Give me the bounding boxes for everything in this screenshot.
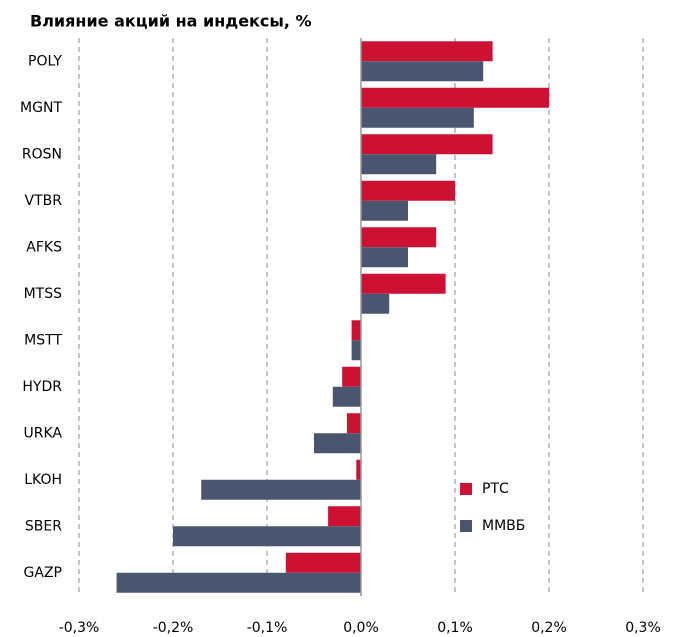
y-tick-label: MGNT	[20, 100, 62, 116]
bar	[361, 227, 437, 248]
y-tick-label: HYDR	[22, 379, 62, 395]
bar	[361, 107, 474, 128]
x-tick-label: 0,2%	[531, 620, 567, 636]
x-tick-label: 0,1%	[437, 620, 473, 636]
bar	[332, 386, 361, 407]
x-tick-label: -0,1%	[247, 620, 288, 636]
bar	[356, 459, 361, 480]
y-tick-label: VTBR	[25, 193, 63, 209]
bar	[361, 200, 408, 221]
bar	[346, 413, 361, 434]
bar	[361, 61, 484, 82]
bar	[285, 552, 361, 573]
legend-label: РТС	[482, 481, 509, 497]
bar	[361, 273, 446, 294]
y-tick-label: SBER	[25, 518, 62, 534]
chart-title: Влияние акций на индексы, %	[30, 12, 312, 31]
x-tick-label: -0,2%	[153, 620, 194, 636]
y-tick-label: AFKS	[26, 239, 62, 255]
bar	[351, 340, 361, 361]
y-tick-label: POLY	[28, 53, 62, 69]
bar	[361, 247, 408, 268]
bar	[361, 134, 493, 155]
x-tick-label: 0,0%	[343, 620, 379, 636]
bar	[328, 506, 361, 527]
y-tick-label: GAZP	[24, 565, 62, 581]
legend-swatch	[460, 483, 472, 495]
bar	[361, 293, 390, 314]
bar	[173, 526, 361, 547]
y-tick-label: URKA	[24, 425, 63, 441]
bar	[342, 366, 361, 387]
bar	[361, 87, 549, 108]
bar	[361, 154, 437, 175]
y-tick-label: MTSS	[24, 286, 63, 302]
x-tick-label: 0,3%	[625, 620, 661, 636]
bar	[361, 180, 455, 201]
bar	[361, 41, 493, 62]
legend-swatch	[460, 520, 472, 532]
y-tick-label: LKOH	[24, 472, 62, 488]
bar	[314, 433, 361, 454]
bar	[351, 320, 361, 341]
bar	[116, 572, 361, 593]
bar	[201, 479, 361, 500]
y-tick-label: ROSN	[22, 146, 62, 162]
legend-label: ММВБ	[482, 518, 525, 534]
x-tick-label: -0,3%	[59, 620, 100, 636]
y-tick-label: MSTT	[24, 332, 62, 348]
